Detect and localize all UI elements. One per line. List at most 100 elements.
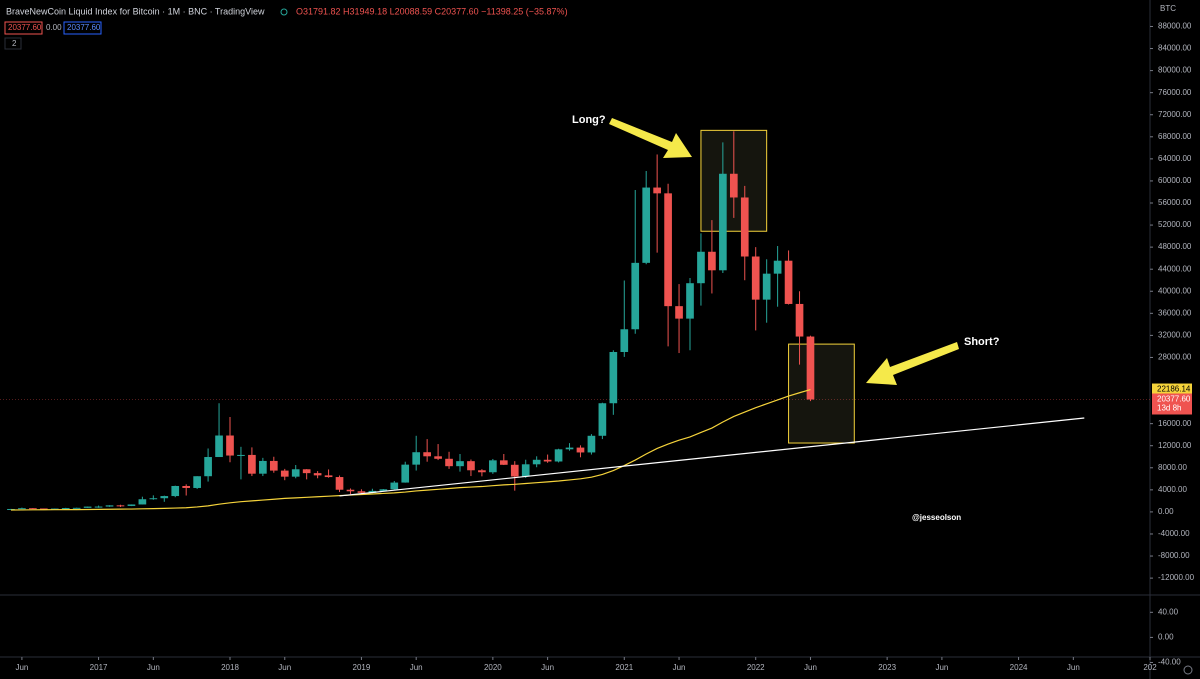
moving-average xyxy=(10,388,811,511)
y-tick-label: 16000.00 xyxy=(1158,419,1192,428)
x-tick-label: 2021 xyxy=(615,663,633,672)
candle-body xyxy=(72,507,81,509)
value-label: 20377.60 xyxy=(67,23,101,32)
candle-body xyxy=(116,505,125,507)
y-tick-label: -12000.00 xyxy=(1158,573,1195,582)
candle-body xyxy=(390,482,399,490)
candle-body xyxy=(729,173,738,198)
y-tick-label: 56000.00 xyxy=(1158,198,1192,207)
candle-body xyxy=(521,464,530,477)
x-tick-label: 2018 xyxy=(221,663,239,672)
candle-body xyxy=(675,306,683,319)
candle-body xyxy=(368,490,377,493)
candle-body xyxy=(587,435,596,453)
price-tag-label: 20377.60 xyxy=(1157,395,1191,404)
settings-icon[interactable] xyxy=(1183,665,1193,675)
arrow xyxy=(609,118,692,158)
y-tick-label: -40.00 xyxy=(1158,658,1181,667)
candle-body xyxy=(445,458,453,467)
candle-body xyxy=(719,173,727,271)
y-tick-label: 40.00 xyxy=(1158,607,1179,616)
candle-body xyxy=(795,303,804,337)
candle-body xyxy=(456,461,464,467)
value-box xyxy=(63,21,102,35)
candle-body xyxy=(543,459,552,462)
y-tick-label: 88000.00 xyxy=(1158,22,1192,31)
candle-body xyxy=(160,496,169,499)
y-tick-label: 68000.00 xyxy=(1158,132,1192,141)
candle-body xyxy=(193,476,201,488)
y-tick-label: 4000.00 xyxy=(1158,485,1187,494)
x-tick-label: 2019 xyxy=(353,663,371,672)
candle-body xyxy=(751,256,760,300)
candle-body xyxy=(313,473,322,476)
candle-body xyxy=(335,477,344,490)
y-tick-label: 72000.00 xyxy=(1158,110,1192,119)
y-tick-label: 44000.00 xyxy=(1158,264,1192,273)
x-tick-label: 2020 xyxy=(484,663,502,672)
ma-tag xyxy=(1152,383,1192,395)
candle-body xyxy=(18,508,26,510)
x-tick-label: 2024 xyxy=(1010,663,1028,672)
y-tick-label: 36000.00 xyxy=(1158,308,1192,317)
candle-body xyxy=(423,452,431,457)
candle-body xyxy=(127,504,136,506)
annotation: Long? xyxy=(572,114,606,126)
candle-body xyxy=(50,508,59,510)
y-tick-label: 80000.00 xyxy=(1158,66,1192,75)
y-tick-label: 60000.00 xyxy=(1158,176,1192,185)
ohlc-values: O31791.82 H31949.18 L20088.59 C20377.60 … xyxy=(296,6,568,16)
candle-body xyxy=(664,193,672,307)
value-box xyxy=(4,21,43,35)
x-tick-label: Jun xyxy=(673,663,686,672)
candle-body xyxy=(149,498,158,500)
value-label: 20377.60 xyxy=(8,23,42,32)
candle-body xyxy=(489,460,497,473)
y-tick-label: 8000.00 xyxy=(1158,463,1187,472)
candle-body xyxy=(29,508,37,510)
candle-body xyxy=(467,461,475,471)
candle-body xyxy=(620,329,629,352)
candle-body xyxy=(346,489,355,492)
status-dot xyxy=(280,8,288,16)
candle-body xyxy=(324,475,333,478)
main-pane xyxy=(0,129,1150,511)
y-tick-label: 84000.00 xyxy=(1158,44,1192,53)
y-tick-label: -8000.00 xyxy=(1158,551,1190,560)
y-tick-label: 32000.00 xyxy=(1158,330,1192,339)
indicator-count[interactable]: 2 xyxy=(12,39,17,48)
y-tick-label: 12000.00 xyxy=(1158,441,1192,450)
y-tick-label: 64000.00 xyxy=(1158,154,1192,163)
x-tick-label: 2017 xyxy=(90,663,108,672)
annotation: Short? xyxy=(964,336,1000,348)
candle-body xyxy=(653,187,661,194)
x-tick-label: 2022 xyxy=(747,663,765,672)
x-tick-label: Jun xyxy=(147,663,160,672)
candle-body xyxy=(686,283,694,319)
x-tick-label: Jun xyxy=(541,663,554,672)
candle-body xyxy=(576,447,585,453)
x-tick-label: 2023 xyxy=(878,663,896,672)
candle-body xyxy=(401,464,410,483)
x-tick-label: Jun xyxy=(804,663,817,672)
indicator-toggle[interactable] xyxy=(4,37,22,50)
y-tick-label: 76000.00 xyxy=(1158,88,1192,97)
candle-body xyxy=(237,454,245,456)
candle-body xyxy=(697,251,705,284)
arrow xyxy=(866,342,959,385)
candle-body xyxy=(280,470,289,477)
candle-body xyxy=(554,449,563,462)
x-tick-label: Jun xyxy=(935,663,948,672)
value-label: 0.00 xyxy=(46,23,62,32)
y-tick-label: 40000.00 xyxy=(1158,286,1192,295)
countdown-label: 13d 8h xyxy=(1157,404,1181,413)
candle-body xyxy=(708,251,716,271)
x-tick-label: Jun xyxy=(410,663,423,672)
y-tick-label: 0.00 xyxy=(1158,507,1174,516)
candle-body xyxy=(215,435,223,458)
candle-body xyxy=(784,260,793,304)
candle-body xyxy=(171,485,180,497)
x-tick-label: 202 xyxy=(1143,663,1157,672)
candle-body xyxy=(259,460,267,474)
